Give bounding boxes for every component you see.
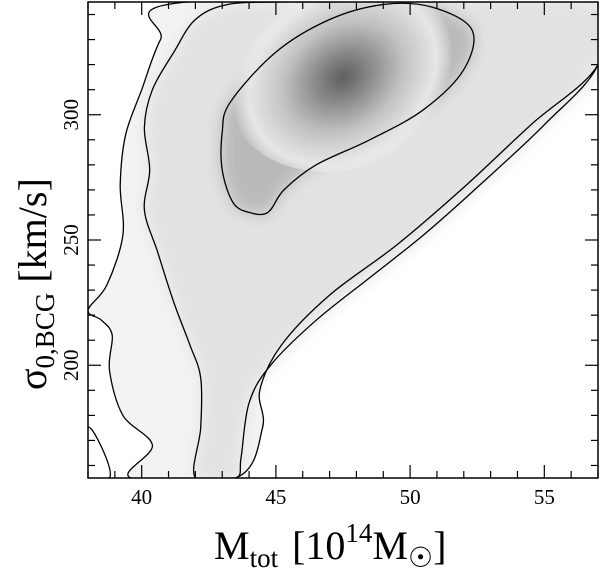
- sun-symbol-icon: ☉: [408, 543, 433, 570]
- y-axis: 200 250 300: [59, 99, 83, 381]
- contour-middle: [143, 2, 598, 478]
- y-axis-label: σ0,BCG [km/s]: [10, 178, 60, 390]
- axis-ticks: [87, 2, 599, 478]
- x-label-msun: M: [372, 523, 408, 568]
- density-peak: [227, 2, 459, 172]
- contour-outer: [88, 2, 598, 478]
- x-label-open: [10: [292, 523, 345, 568]
- y-tick-label: 200: [59, 350, 83, 382]
- x-label-main: M: [214, 523, 250, 568]
- y-tick-label: 300: [59, 99, 83, 131]
- x-tick-label: 55: [534, 485, 555, 509]
- x-label-close: ]: [433, 523, 446, 568]
- x-tick-label: 45: [265, 485, 286, 509]
- contour-corner: [88, 426, 111, 478]
- x-tick-label: 50: [400, 485, 421, 509]
- x-tick-label: 40: [131, 485, 152, 509]
- x-axis: 40 45 50 55: [131, 485, 555, 509]
- x-label-sup: 14: [345, 518, 373, 548]
- contour-inner: [220, 2, 475, 216]
- y-tick-label: 250: [59, 224, 83, 256]
- x-axis-label: Mtot [1014M☉]: [214, 518, 446, 570]
- density-shading: [88, 2, 598, 478]
- y-label-main: σ: [10, 368, 55, 390]
- x-label-sub: tot: [250, 543, 279, 570]
- plot-area: [87, 1, 599, 479]
- y-label-sub: 0,BCG: [30, 293, 60, 369]
- contour-lines: [88, 2, 598, 478]
- y-label-rest: [km/s]: [10, 178, 55, 282]
